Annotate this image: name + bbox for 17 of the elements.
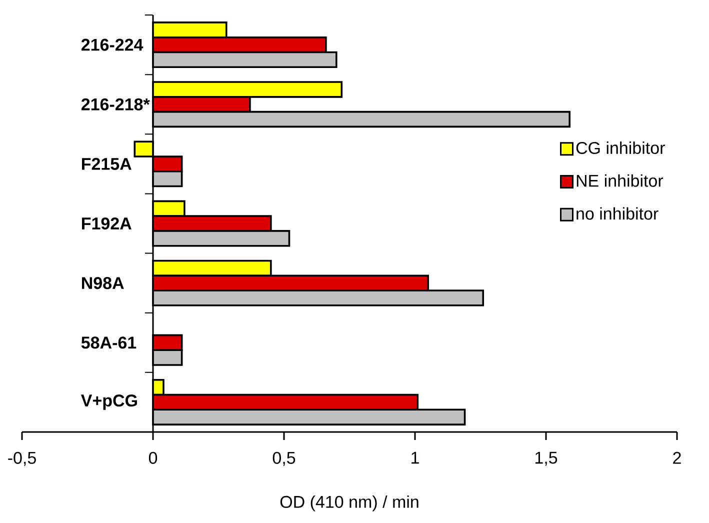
legend-label: NE inhibitor (576, 174, 664, 187)
y-tick-label: F192A (82, 217, 132, 230)
x-axis-title: OD (410 nm) / min (280, 495, 418, 512)
legend-label: CG inhibitor (576, 142, 665, 154)
x-tick-label: 2 (673, 452, 681, 464)
y-tick-label: 58A-61 (81, 336, 136, 349)
legend-label: no inhibitor (576, 207, 658, 220)
y-tick-label: F215A (82, 158, 132, 170)
x-tick-label: 0,5 (272, 452, 296, 466)
x-tick-label: 0 (148, 452, 158, 464)
x-tick-label: -0,5 (8, 452, 36, 466)
x-tick-label: 1 (412, 452, 419, 464)
y-tick-label: 216-218* (81, 98, 150, 110)
y-tick-label: N98A (82, 277, 124, 290)
y-tick-label: V+pCG (80, 394, 137, 410)
x-tick-label: 1,5 (535, 452, 558, 466)
y-tick-label: 216-224 (81, 38, 144, 51)
